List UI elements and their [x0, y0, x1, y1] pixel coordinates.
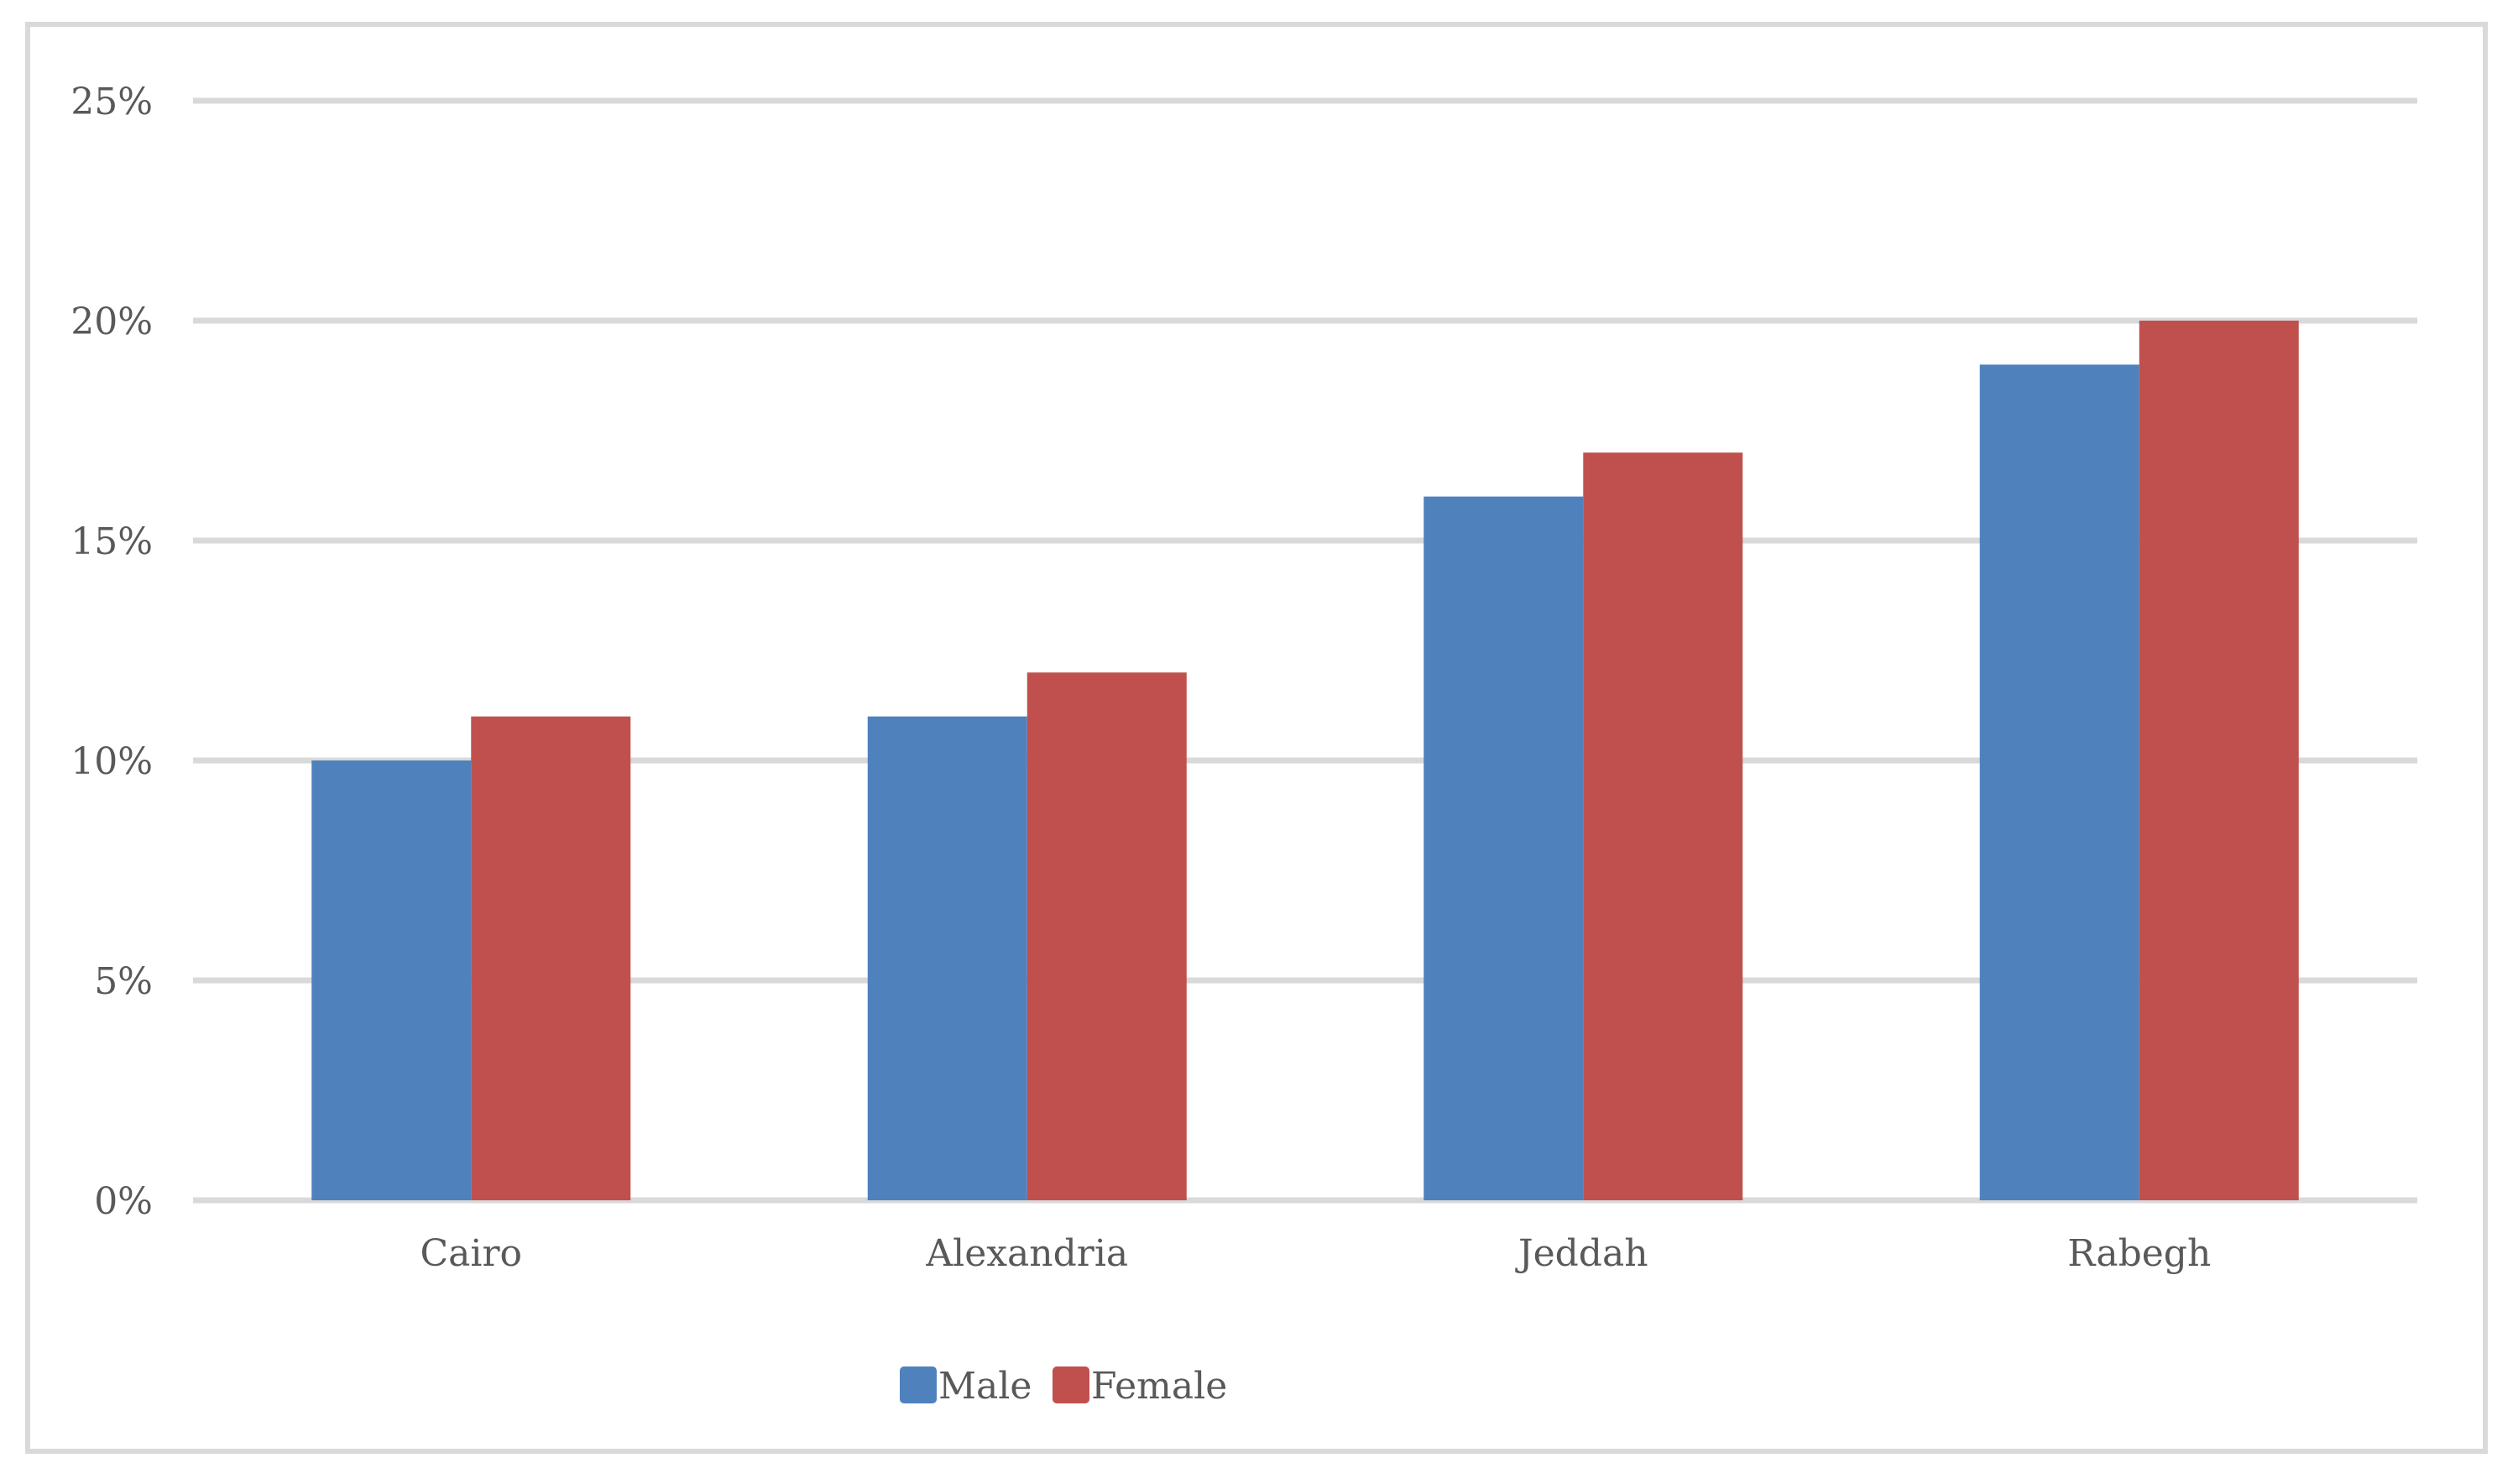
legend-swatch-male: [900, 1366, 937, 1403]
y-tick-label: 10%: [71, 740, 153, 783]
bar-male-alexandria: [867, 716, 1027, 1200]
bar-female-alexandria: [1027, 672, 1187, 1200]
legend-swatch-female: [1053, 1366, 1089, 1403]
y-tick-label: 5%: [94, 960, 153, 1003]
x-category-label: Cairo: [421, 1232, 523, 1275]
y-tick-label: 25%: [71, 81, 153, 123]
y-tick-label: 15%: [71, 520, 153, 563]
x-category-label: Alexandria: [925, 1232, 1128, 1275]
bar-male-rabegh: [1979, 364, 2139, 1200]
bar-female-cairo: [471, 716, 631, 1200]
legend: Male Female: [900, 1365, 1227, 1408]
bar-female-rabegh: [2139, 321, 2299, 1200]
x-category-label: Rabegh: [2067, 1232, 2211, 1275]
x-category-label: Jeddah: [1515, 1232, 1648, 1275]
x-axis-category-labels: Cairo Alexandria Jeddah Rabegh: [421, 1232, 2212, 1275]
bar-female-jeddah: [1583, 452, 1743, 1200]
y-axis-tick-labels: 0% 5% 10% 15% 20% 25%: [71, 81, 153, 1223]
legend-label-female: Female: [1091, 1365, 1227, 1408]
bar-male-cairo: [311, 760, 472, 1200]
legend-label-male: Male: [938, 1365, 1032, 1408]
bars: [311, 321, 2299, 1200]
y-tick-label: 0%: [94, 1180, 153, 1223]
bar-male-jeddah: [1424, 496, 1584, 1200]
y-tick-label: 20%: [71, 300, 153, 343]
